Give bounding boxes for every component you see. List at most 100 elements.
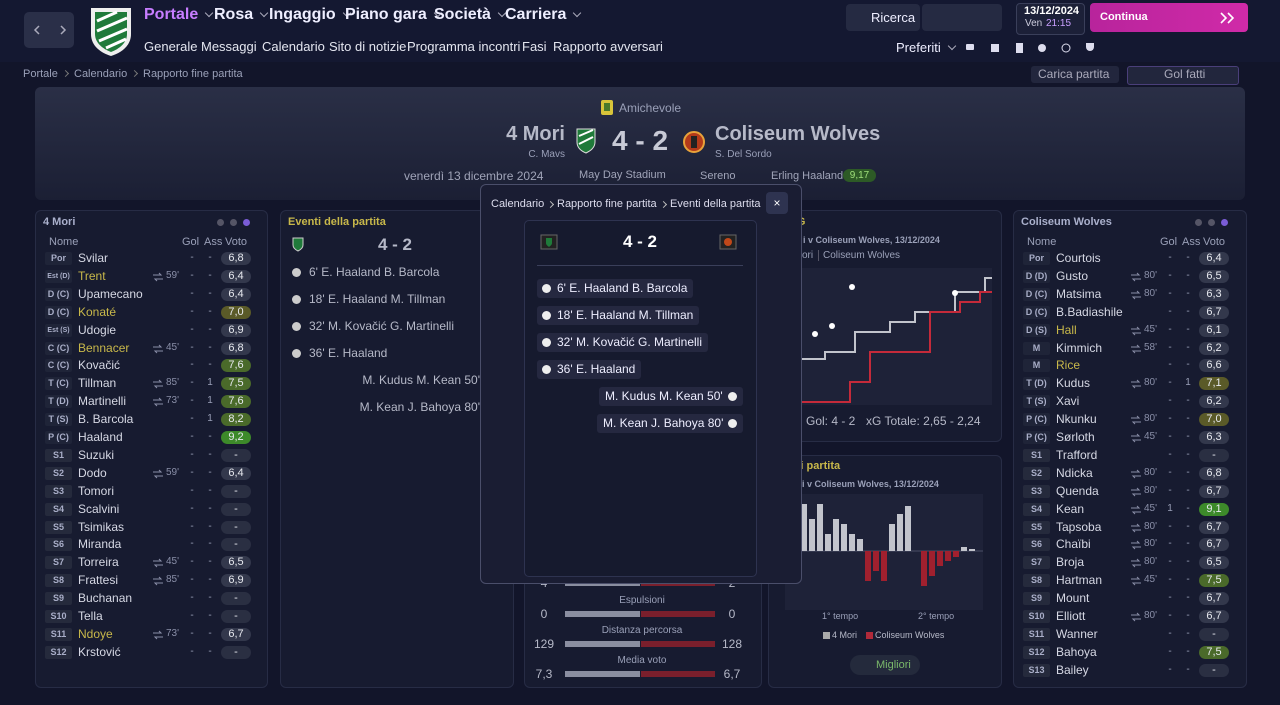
best-button-label[interactable]: Migliori [876, 659, 911, 671]
xg-tab[interactable]: ori [802, 250, 814, 261]
player-name[interactable]: Hartman [1056, 573, 1103, 588]
menu-item[interactable]: Rosa [214, 6, 269, 24]
player-name[interactable]: Torreira [78, 555, 119, 570]
player-name[interactable]: Bailey [1056, 662, 1089, 677]
player-name[interactable]: Courtois [1056, 251, 1101, 265]
best-button[interactable] [850, 655, 920, 675]
player-name[interactable]: Tapsoba [1056, 519, 1102, 534]
assists: - [1186, 502, 1190, 514]
menu-item[interactable]: Società [434, 6, 507, 24]
player-name[interactable]: Mount [1056, 591, 1090, 606]
rating-badge: 6,7 [1199, 305, 1229, 319]
player-name[interactable]: Kudus [1056, 376, 1091, 391]
load-button-label[interactable]: Carica partita [1038, 67, 1110, 81]
continue-button[interactable] [1090, 3, 1248, 32]
player-name[interactable]: Ndoye [78, 626, 113, 641]
player-name[interactable]: Haaland [78, 430, 123, 444]
player-name[interactable]: Ndicka [1056, 465, 1093, 480]
toolbar-icons[interactable] [922, 4, 1002, 31]
search-button[interactable] [846, 4, 920, 31]
position-badge: M [1023, 359, 1050, 373]
favorite-icons[interactable] [962, 40, 1102, 56]
goals-button-label[interactable]: Gol fatti [1164, 67, 1206, 81]
player-name[interactable]: Suzuki [78, 447, 115, 462]
player-name[interactable]: Tella [78, 609, 103, 623]
submenu-item[interactable]: Messaggi [201, 39, 257, 54]
player-name[interactable]: Kovačić [78, 358, 121, 373]
player-name[interactable]: Rice [1056, 358, 1081, 373]
player-name[interactable]: Udogie [78, 322, 117, 337]
submenu-item[interactable]: Sito di notizie [329, 39, 407, 54]
player-name[interactable]: Frattesi [78, 573, 119, 588]
panel-dot[interactable] [230, 219, 237, 226]
player-name[interactable]: Buchanan [78, 591, 133, 606]
panel-dot[interactable] [1195, 219, 1202, 226]
player-name[interactable]: Broja [1056, 555, 1085, 570]
player-name[interactable]: Elliott [1056, 609, 1086, 623]
player-name[interactable]: Trent [78, 268, 106, 283]
submenu-item[interactable]: Generale [144, 39, 198, 54]
rating-badge: 6,7 [1199, 520, 1229, 534]
xg-tab[interactable]: Coliseum Wolves [818, 250, 900, 261]
load-button[interactable] [1031, 66, 1119, 83]
search-label[interactable]: Ricerca [871, 10, 916, 25]
player-name[interactable]: Trafford [1056, 447, 1098, 462]
player-name[interactable]: Scalvini [78, 501, 120, 516]
player-name[interactable]: Hall [1056, 322, 1077, 337]
player-name[interactable]: Bahoya [1056, 644, 1097, 659]
submenu-item[interactable]: Programma incontri [407, 39, 521, 54]
player-name[interactable]: Miranda [78, 537, 122, 552]
breadcrumb-item[interactable]: Portale [23, 68, 58, 80]
panel-dot[interactable] [243, 219, 250, 226]
player-name[interactable]: Chaïbi [1056, 537, 1091, 552]
submenu-item[interactable]: Fasi [522, 39, 547, 54]
player-name[interactable]: Sørloth [1056, 430, 1095, 444]
breadcrumb-item[interactable]: Calendario [74, 68, 128, 80]
nav-arrows[interactable] [24, 12, 74, 48]
panel-dot[interactable] [1221, 219, 1228, 226]
favorites[interactable]: Preferiti [896, 40, 957, 55]
player-name[interactable]: Kimmich [1056, 340, 1103, 355]
player-name[interactable]: Gusto [1056, 268, 1089, 283]
player-name[interactable]: Quenda [1056, 483, 1099, 498]
submenu-item[interactable]: Rapporto avversari [553, 39, 663, 54]
panel-dot[interactable] [1208, 219, 1215, 226]
modal-close[interactable]: × [766, 192, 788, 214]
goals: - [190, 556, 194, 568]
player-name[interactable]: Wanner [1056, 626, 1098, 641]
player-name[interactable]: Tillman [78, 376, 117, 391]
player-name[interactable]: Xavi [1056, 394, 1080, 409]
position-badge: S11 [1023, 627, 1050, 641]
player-name[interactable]: B. Barcola [78, 412, 134, 427]
panel-dot[interactable] [217, 219, 224, 226]
continue-label[interactable]: Continua [1100, 11, 1148, 23]
club-logo[interactable] [88, 5, 134, 57]
modal-breadcrumb[interactable]: Rapporto fine partita [557, 198, 657, 210]
player-name[interactable]: Kean [1056, 501, 1085, 516]
player-name[interactable]: Tomori [78, 483, 115, 498]
player-name[interactable]: Matsima [1056, 286, 1102, 301]
menu-item[interactable]: Piano gara [345, 6, 443, 24]
modal-event-icon [542, 284, 551, 293]
player-name[interactable]: Tsimikas [78, 519, 125, 534]
modal-breadcrumb[interactable]: Eventi della partita [670, 198, 761, 210]
player-name[interactable]: Dodo [78, 465, 107, 480]
player-name[interactable]: Krstović [78, 644, 121, 659]
player-name[interactable]: Nkunku [1056, 412, 1097, 427]
menu-item[interactable]: Ingaggio [269, 6, 351, 24]
player-name[interactable]: Konaté [78, 304, 117, 319]
modal-breadcrumb[interactable]: Calendario [491, 198, 545, 210]
menu-item[interactable]: Carriera [505, 6, 582, 24]
position-badge: S2 [45, 466, 72, 480]
assists: - [1186, 341, 1190, 353]
player-name[interactable]: Svilar [78, 251, 109, 265]
goals-button[interactable] [1127, 66, 1239, 85]
menu-item[interactable]: Portale [144, 6, 214, 24]
player-name[interactable]: B.Badiashile [1056, 304, 1123, 319]
player-name[interactable]: Upamecano [78, 286, 143, 301]
submenu-item[interactable]: Calendario [262, 39, 325, 54]
breadcrumb-item[interactable]: Rapporto fine partita [143, 68, 243, 80]
player-name[interactable]: Bennacer [78, 340, 130, 355]
position-badge: S10 [1023, 610, 1050, 623]
player-name[interactable]: Martinelli [78, 394, 127, 409]
